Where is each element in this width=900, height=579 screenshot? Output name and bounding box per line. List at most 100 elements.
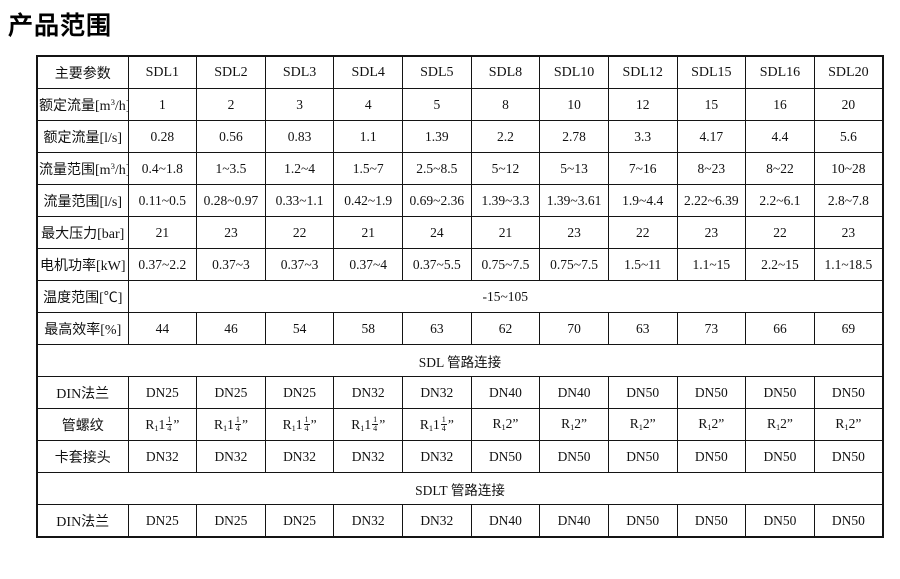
table-cell: DN25 — [127, 504, 198, 538]
table-cell: 0.37~3 — [196, 248, 266, 281]
row-label: DIN法兰 — [36, 376, 129, 409]
document-page: 产品范围 主要参数 SDL1 SDL2 SDL3 SDL4 SDL5 SDL8 SDL10 S… — [8, 12, 884, 538]
table-cell: DN50 — [676, 376, 747, 409]
table-cell: 4 — [333, 88, 403, 121]
table-cell: R12” — [607, 408, 678, 441]
table-cell: DN40 — [539, 504, 609, 538]
table-cell: 4.17 — [676, 120, 747, 153]
table-row: DIN法兰 DN25 DN25 DN25 DN32 DN32 DN40 DN40 DN50 DN5… — [36, 376, 884, 409]
model-column-header: SDL2 — [196, 55, 266, 89]
table-cell: 2.2 — [470, 120, 541, 153]
model-column-header: SDL20 — [813, 55, 884, 89]
table-cell: DN40 — [470, 504, 541, 538]
table-cell: DN32 — [402, 440, 472, 473]
table-cell: R12” — [470, 408, 541, 441]
table-body: 额定流量[m3/h]1234581012151620额定流量[l/s]0.280… — [36, 88, 884, 538]
table-cell: 8~22 — [745, 152, 815, 185]
table-cell: DN50 — [745, 376, 815, 409]
row-label: 最高效率[%] — [36, 312, 129, 345]
table-cell: 21 — [470, 216, 541, 249]
table-cell: 5 — [402, 88, 472, 121]
table-cell: DN25 — [196, 376, 266, 409]
table-cell: 1.1~18.5 — [813, 248, 884, 281]
table-row: 流量范围[l/s] 0.11~0.5 0.28~0.97 0.33~1.1 0.42~1… — [36, 184, 884, 217]
row-label: 流量范围[m3/h] — [36, 152, 129, 185]
table-cell: 2.22~6.39 — [676, 184, 747, 217]
row-label: 额定流量[m3/h] — [36, 88, 129, 121]
table-cell: 24 — [402, 216, 472, 249]
table-cell: R12” — [745, 408, 815, 441]
table-cell: 23 — [676, 216, 747, 249]
section-header-cell: SDLT 管路连接 — [36, 472, 884, 505]
table-cell: 0.37~4 — [333, 248, 403, 281]
table-header: 主要参数 SDL1 SDL2 SDL3 SDL4 SDL5 SDL8 SDL10 SDL12 S… — [36, 55, 884, 89]
row-label: DIN法兰 — [36, 504, 129, 538]
model-column-header: SDL10 — [539, 55, 609, 89]
table-cell: 0.37~3 — [264, 248, 335, 281]
table-cell: 62 — [470, 312, 541, 345]
table-cell: 1.2~4 — [264, 152, 335, 185]
table-cell: 22 — [745, 216, 815, 249]
table-cell: 3 — [264, 88, 335, 121]
row-label: 最大压力[bar] — [36, 216, 129, 249]
table-cell: 0.83 — [264, 120, 335, 153]
table-cell: 0.37~5.5 — [402, 248, 472, 281]
table-row: SDL 管路连接 — [36, 344, 884, 377]
table-cell: 10~28 — [813, 152, 884, 185]
table-cell: DN50 — [745, 440, 815, 473]
table-row: 最高效率[%] 44 46 54 58 63 62 70 63 73 66 69 — [36, 312, 884, 345]
table-cell: 10 — [539, 88, 609, 121]
table-cell: 1.5~11 — [607, 248, 678, 281]
table-cell: 0.69~2.36 — [402, 184, 472, 217]
table-cell: R12” — [539, 408, 609, 441]
row-label: 管螺纹 — [36, 408, 129, 441]
table-cell: 3.3 — [607, 120, 678, 153]
table-cell: DN50 — [813, 504, 884, 538]
table-cell: 23 — [539, 216, 609, 249]
table-cell: 46 — [196, 312, 266, 345]
table-cell: DN32 — [127, 440, 198, 473]
table-cell: 0.42~1.9 — [333, 184, 403, 217]
table-cell: 0.28 — [127, 120, 198, 153]
table-cell: DN25 — [264, 376, 335, 409]
page-title: 产品范围 — [8, 12, 113, 40]
table-cell: R11 1 4” — [264, 408, 335, 441]
table-cell: 0.4~1.8 — [127, 152, 198, 185]
table-cell: 15 — [676, 88, 747, 121]
table-cell: 8 — [470, 88, 541, 121]
table-cell: 2.8~7.8 — [813, 184, 884, 217]
table-cell: 1.39 — [402, 120, 472, 153]
table-cell: 0.75~7.5 — [539, 248, 609, 281]
table-cell: DN32 — [402, 376, 472, 409]
table-cell: DN50 — [607, 440, 678, 473]
table-cell: 1.5~7 — [333, 152, 403, 185]
table-cell: 58 — [333, 312, 403, 345]
table-header-row: 主要参数 SDL1 SDL2 SDL3 SDL4 SDL5 SDL8 SDL10 SDL12 S… — [36, 55, 884, 89]
table-cell: R11 1 4” — [402, 408, 472, 441]
spanned-value-cell: -15~105 — [127, 280, 884, 313]
table-row: 流量范围[m3/h]0.4~1.81~3.51.2~41.5~72.5~8.55… — [36, 152, 884, 185]
table-row: 额定流量[l/s] 0.28 0.56 0.83 1.1 1.39 2.2 2.78 3.3 4.… — [36, 120, 884, 153]
table-cell: 20 — [813, 88, 884, 121]
table-cell: 23 — [813, 216, 884, 249]
table-cell: DN50 — [607, 376, 678, 409]
table-cell: DN25 — [264, 504, 335, 538]
table-cell: 5~12 — [470, 152, 541, 185]
table-cell: 21 — [127, 216, 198, 249]
table-cell: 2.2~15 — [745, 248, 815, 281]
row-label: 流量范围[l/s] — [36, 184, 129, 217]
model-column-header: SDL16 — [745, 55, 815, 89]
table-cell: 69 — [813, 312, 884, 345]
table-cell: R11 1 4” — [127, 408, 198, 441]
table-row: 电机功率[kW] 0.37~2.2 0.37~3 0.37~3 0.37~4 0.37~5… — [36, 248, 884, 281]
model-column-header: SDL1 — [127, 55, 198, 89]
table-cell: 1.1~15 — [676, 248, 747, 281]
table-cell: 0.33~1.1 — [264, 184, 335, 217]
table-cell: DN25 — [127, 376, 198, 409]
table-cell: 23 — [196, 216, 266, 249]
model-column-header: SDL4 — [333, 55, 403, 89]
